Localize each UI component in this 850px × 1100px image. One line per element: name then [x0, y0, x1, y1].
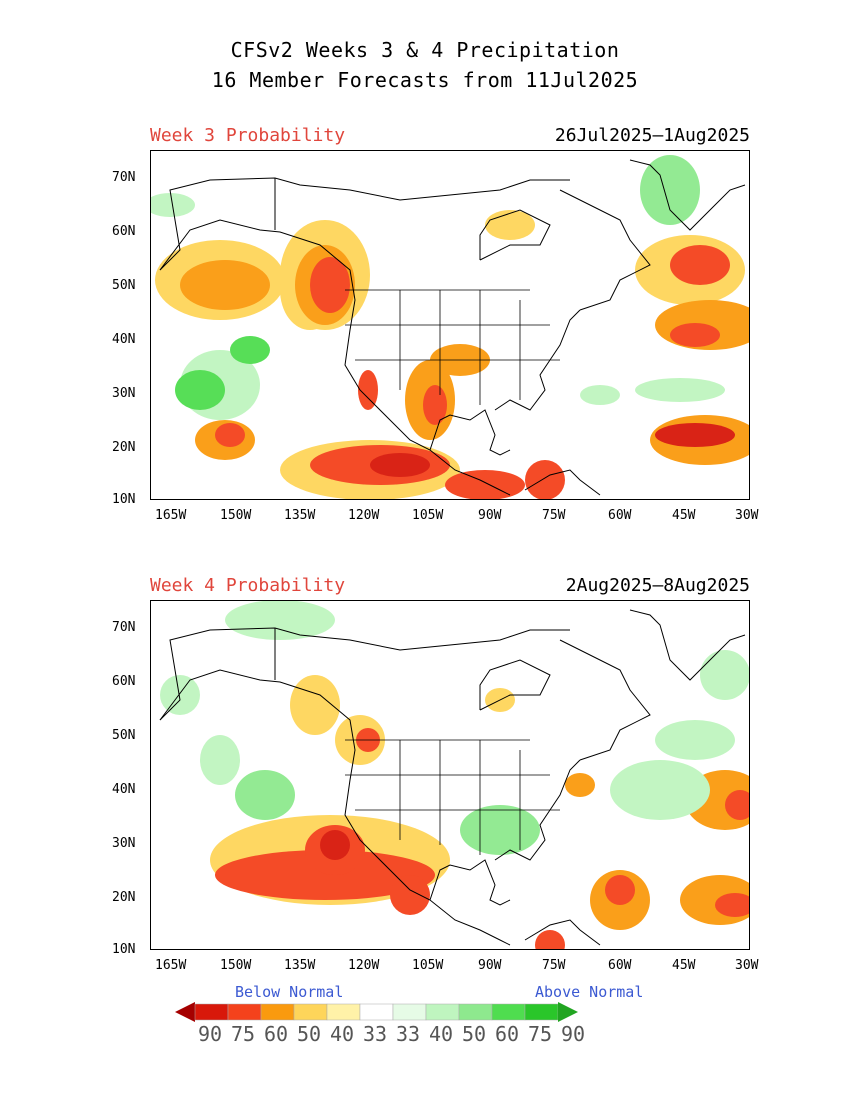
legend-color-box: [194, 1003, 229, 1021]
lat-label-30n-top: 30N: [112, 386, 136, 401]
lat-label-20n-bottom: 20N: [112, 890, 136, 905]
lon-label-90w-top: 90W: [478, 508, 502, 523]
legend-color-box: [491, 1003, 526, 1021]
lon-label-120w-bottom: 120W: [348, 958, 380, 973]
legend-above-normal-label: Above Normal: [535, 983, 644, 1001]
legend-color-box: [458, 1003, 493, 1021]
legend-value: 50: [297, 1022, 322, 1046]
lon-label-45w-top: 45W: [672, 508, 696, 523]
week4-date-range: 2Aug2025—8Aug2025: [565, 575, 750, 596]
lon-label-60w-top: 60W: [608, 508, 632, 523]
week4-borders: [345, 739, 560, 855]
lat-label-20n-top: 20N: [112, 440, 136, 455]
lat-label-10n-bottom: 10N: [112, 942, 136, 957]
legend-value: 40: [429, 1022, 454, 1046]
legend-arrow-right: [558, 1002, 578, 1022]
lon-label-90w-bottom: 90W: [478, 958, 502, 973]
legend-value: 33: [363, 1022, 388, 1046]
legend-value: 60: [264, 1022, 289, 1046]
week3-borders: [345, 289, 560, 405]
lon-label-105w-bottom: 105W: [412, 958, 444, 973]
week4-probability-map: [150, 600, 750, 950]
lon-label-60w-bottom: 60W: [608, 958, 632, 973]
lat-label-60n-bottom: 60N: [112, 674, 136, 689]
lon-label-45w-bottom: 45W: [672, 958, 696, 973]
lon-label-165w-bottom: 165W: [155, 958, 187, 973]
lat-label-70n-top: 70N: [112, 170, 136, 185]
legend-color-box: [293, 1003, 328, 1021]
week3-panel-label: Week 3 Probability: [150, 125, 346, 146]
lon-label-135w-bottom: 135W: [284, 958, 316, 973]
legend-value: 90: [198, 1022, 223, 1046]
legend-color-box: [425, 1003, 460, 1021]
lon-label-75w-bottom: 75W: [542, 958, 566, 973]
legend-arrow-left: [175, 1002, 195, 1022]
legend-value: 75: [231, 1022, 256, 1046]
lon-label-30w-bottom: 30W: [735, 958, 759, 973]
lon-label-120w-top: 120W: [348, 508, 380, 523]
legend-value: 33: [396, 1022, 421, 1046]
legend-value: 40: [330, 1022, 355, 1046]
legend-color-box: [392, 1003, 427, 1021]
legend-value: 90: [561, 1022, 586, 1046]
lon-label-30w-top: 30W: [735, 508, 759, 523]
legend-colorbar: [175, 1002, 578, 1022]
legend-color-box: [260, 1003, 295, 1021]
lon-label-105w-top: 105W: [412, 508, 444, 523]
legend-color-box: [359, 1003, 394, 1021]
lat-label-50n-top: 50N: [112, 278, 136, 293]
lat-label-40n-bottom: 40N: [112, 782, 136, 797]
week3-probability-map: [150, 150, 750, 500]
week4-panel-label: Week 4 Probability: [150, 575, 346, 596]
week4-coastlines: [159, 609, 746, 946]
legend-color-box: [326, 1003, 361, 1021]
lat-label-30n-bottom: 30N: [112, 836, 136, 851]
lon-label-75w-top: 75W: [542, 508, 566, 523]
lon-label-150w-top: 150W: [220, 508, 252, 523]
legend-below-normal-label: Below Normal: [235, 983, 344, 1001]
week3-shading: [150, 155, 750, 500]
lat-label-50n-bottom: 50N: [112, 728, 136, 743]
lon-label-150w-bottom: 150W: [220, 958, 252, 973]
legend-value: 75: [528, 1022, 553, 1046]
week3-coastlines: [159, 159, 746, 496]
chart-title-line1: CFSv2 Weeks 3 & 4 Precipitation: [230, 38, 620, 62]
legend-value: 50: [462, 1022, 487, 1046]
legend-color-box: [227, 1003, 262, 1021]
lat-label-10n-top: 10N: [112, 492, 136, 507]
lon-label-135w-top: 135W: [284, 508, 316, 523]
legend-value: 60: [495, 1022, 520, 1046]
lon-label-165w-top: 165W: [155, 508, 187, 523]
lat-label-40n-top: 40N: [112, 332, 136, 347]
legend-color-box: [524, 1003, 559, 1021]
lat-label-60n-top: 60N: [112, 224, 136, 239]
week3-date-range: 26Jul2025—1Aug2025: [554, 125, 750, 146]
lat-label-70n-bottom: 70N: [112, 620, 136, 635]
chart-title-line2: 16 Member Forecasts from 11Jul2025: [211, 68, 639, 92]
